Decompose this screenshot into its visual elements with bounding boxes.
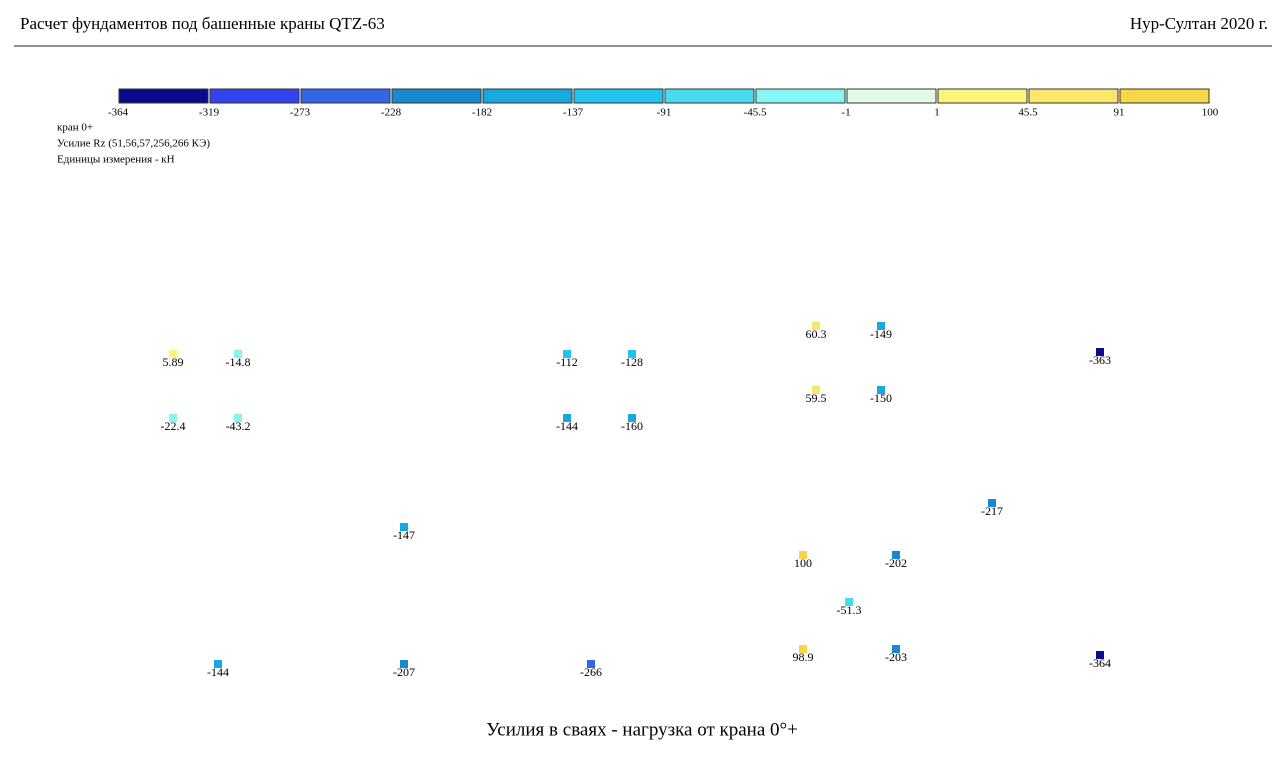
pile-label: -150 [870, 391, 892, 405]
pile-marker [988, 499, 996, 507]
pile-label: -147 [393, 528, 415, 542]
pile-marker [892, 551, 900, 559]
pile-marker [628, 350, 636, 358]
pile-label: -43.2 [226, 419, 251, 433]
pile-marker [169, 350, 177, 358]
pile-label: 60.3 [806, 327, 827, 341]
pile-label: -160 [621, 419, 643, 433]
legend-segment [846, 88, 937, 104]
pile-label: -51.3 [837, 603, 862, 617]
pile-marker [234, 414, 242, 422]
pile-label: -364 [1089, 656, 1111, 670]
pile-label: -14.8 [226, 355, 251, 369]
legend-segment [1028, 88, 1119, 104]
legend-segment [664, 88, 755, 104]
pile-marker [845, 598, 853, 606]
legend-segment [937, 88, 1028, 104]
pile-marker [400, 523, 408, 531]
pile-marker [877, 322, 885, 330]
legend-segment [482, 88, 573, 104]
pile-label: -144 [556, 419, 578, 433]
legend-segment [118, 88, 209, 104]
pile-label: -149 [870, 327, 892, 341]
legend-info: Усилие Rz (51,56,57,256,266 КЭ) [57, 138, 210, 150]
pile-label: -207 [393, 665, 415, 679]
pile-marker [628, 414, 636, 422]
pile-marker [799, 551, 807, 559]
legend-tick-label: 91 [1114, 107, 1125, 119]
pile-marker [169, 414, 177, 422]
pile-marker [400, 660, 408, 668]
legend-segment [755, 88, 846, 104]
pile-label: -202 [885, 556, 907, 570]
pile-marker [877, 386, 885, 394]
pile-marker [587, 660, 595, 668]
legend-tick-label: -1 [841, 107, 850, 119]
legend-tick-label: 45.5 [1018, 107, 1038, 119]
pile-label: -266 [580, 665, 602, 679]
pile-label: -144 [207, 665, 229, 679]
pile-marker [812, 322, 820, 330]
legend-segment [300, 88, 391, 104]
pile-label: 100 [794, 556, 812, 570]
caption: Усилия в сваях - нагрузка от крана 0°+ [486, 719, 798, 740]
legend-tick-label: -137 [563, 107, 584, 119]
pile-marker [799, 645, 807, 653]
legend-tick-label: 100 [1202, 107, 1219, 119]
legend-info: Единицы измерения - кН [57, 154, 175, 166]
legend-tick-label: -91 [657, 107, 672, 119]
pile-label: 98.9 [793, 650, 814, 664]
pile-label: -203 [885, 650, 907, 664]
legend-segment [573, 88, 664, 104]
pile-label: -22.4 [161, 419, 186, 433]
header-left: Расчет фундаментов под башенные краны QT… [20, 14, 385, 33]
pile-marker [214, 660, 222, 668]
pile-label: 59.5 [806, 391, 827, 405]
header-right: Нур-Султан 2020 г. [1130, 14, 1268, 33]
pile-marker [1096, 348, 1104, 356]
pile-label: -112 [556, 355, 578, 369]
legend-info: кран 0+ [57, 122, 93, 134]
pile-label: -363 [1089, 353, 1111, 367]
pile-label: 5.89 [163, 355, 184, 369]
legend-tick-label: -45.5 [744, 107, 767, 119]
legend-tick-label: -182 [472, 107, 492, 119]
legend-tick-label: -273 [290, 107, 311, 119]
pile-label: -128 [621, 355, 643, 369]
pile-marker [234, 350, 242, 358]
legend-tick-label: 1 [934, 107, 940, 119]
pile-label: -217 [981, 504, 1003, 518]
legend-tick-label: -319 [199, 107, 220, 119]
legend-tick-label: -228 [381, 107, 402, 119]
legend-tick-label: -364 [108, 107, 129, 119]
legend-segment [391, 88, 482, 104]
pile-marker [812, 386, 820, 394]
pile-marker [563, 414, 571, 422]
pile-marker [892, 645, 900, 653]
pile-marker [563, 350, 571, 358]
legend-segment [1119, 88, 1210, 104]
legend-segment [209, 88, 300, 104]
pile-marker [1096, 651, 1104, 659]
